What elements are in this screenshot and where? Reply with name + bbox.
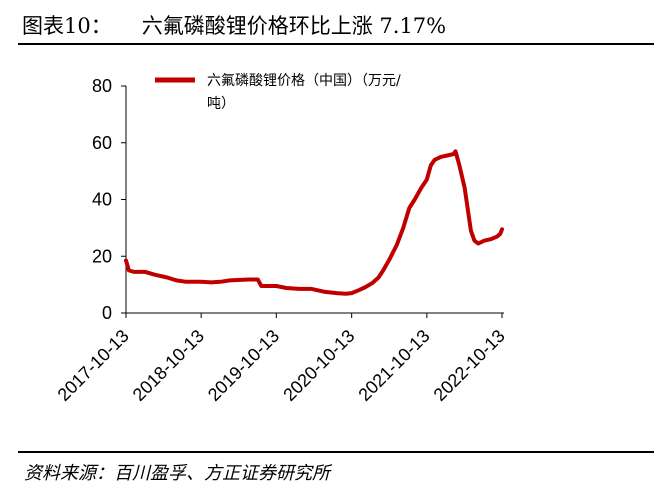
x-tick-label: 2019-10-13	[204, 326, 283, 405]
source-note: 资料来源：百川盈孚、方正证券研究所	[24, 463, 330, 484]
bottom-rule	[18, 451, 654, 453]
y-tick-label: 80	[92, 76, 112, 96]
x-tick-label: 2022-10-13	[430, 326, 509, 405]
series-layer	[124, 149, 504, 296]
figure-title: 图表10： 六氟磷酸锂价格环比上涨 7.17%	[22, 10, 446, 40]
legend-label-line2: 吨）	[207, 96, 235, 112]
x-tick-label: 2021-10-13	[354, 326, 433, 405]
x-tick-label: 2020-10-13	[279, 326, 358, 405]
figure-title-text: 六氟磷酸锂价格环比上涨 7.17%	[141, 14, 447, 38]
axes: 0204060802017-10-132018-10-132019-10-132…	[54, 76, 509, 405]
legend: 六氟磷酸锂价格（中国）（万元/吨）	[155, 73, 401, 112]
x-tick-label: 2018-10-13	[129, 326, 208, 405]
y-tick-label: 60	[92, 133, 112, 153]
y-tick-label: 20	[92, 246, 112, 266]
top-rule	[18, 43, 654, 45]
figure-number: 图表10：	[22, 14, 112, 38]
price-series-line	[124, 149, 504, 296]
x-tick-label: 2017-10-13	[54, 326, 133, 405]
legend-label: 六氟磷酸锂价格（中国）（万元/	[207, 73, 401, 89]
y-tick-label: 0	[102, 303, 112, 323]
y-tick-label: 40	[92, 190, 112, 210]
